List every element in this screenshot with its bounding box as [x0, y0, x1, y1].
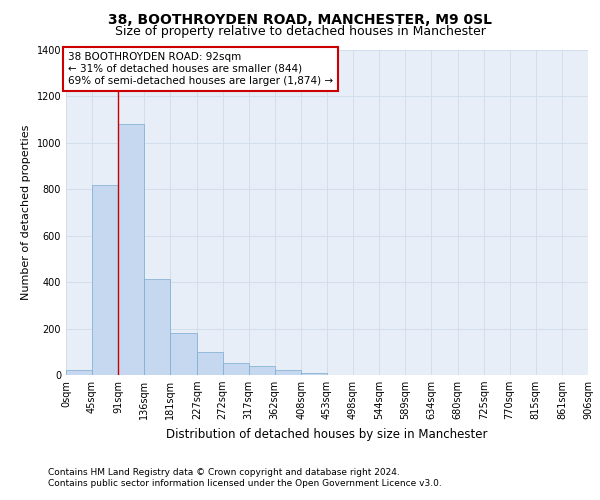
- Bar: [197, 352, 223, 375]
- Bar: [248, 366, 275, 375]
- Y-axis label: Number of detached properties: Number of detached properties: [21, 125, 31, 300]
- Text: Size of property relative to detached houses in Manchester: Size of property relative to detached ho…: [115, 25, 485, 38]
- Bar: [92, 184, 118, 375]
- Bar: [145, 278, 170, 375]
- X-axis label: Distribution of detached houses by size in Manchester: Distribution of detached houses by size …: [166, 428, 488, 440]
- Text: Contains HM Land Registry data © Crown copyright and database right 2024.
Contai: Contains HM Land Registry data © Crown c…: [48, 468, 442, 487]
- Text: 38, BOOTHROYDEN ROAD, MANCHESTER, M9 0SL: 38, BOOTHROYDEN ROAD, MANCHESTER, M9 0SL: [108, 12, 492, 26]
- Bar: [301, 372, 327, 375]
- Bar: [223, 363, 248, 375]
- Bar: [118, 124, 145, 375]
- Bar: [170, 333, 197, 375]
- Bar: [275, 370, 301, 375]
- Text: 38 BOOTHROYDEN ROAD: 92sqm
← 31% of detached houses are smaller (844)
69% of sem: 38 BOOTHROYDEN ROAD: 92sqm ← 31% of deta…: [68, 52, 333, 86]
- Bar: [66, 370, 92, 375]
